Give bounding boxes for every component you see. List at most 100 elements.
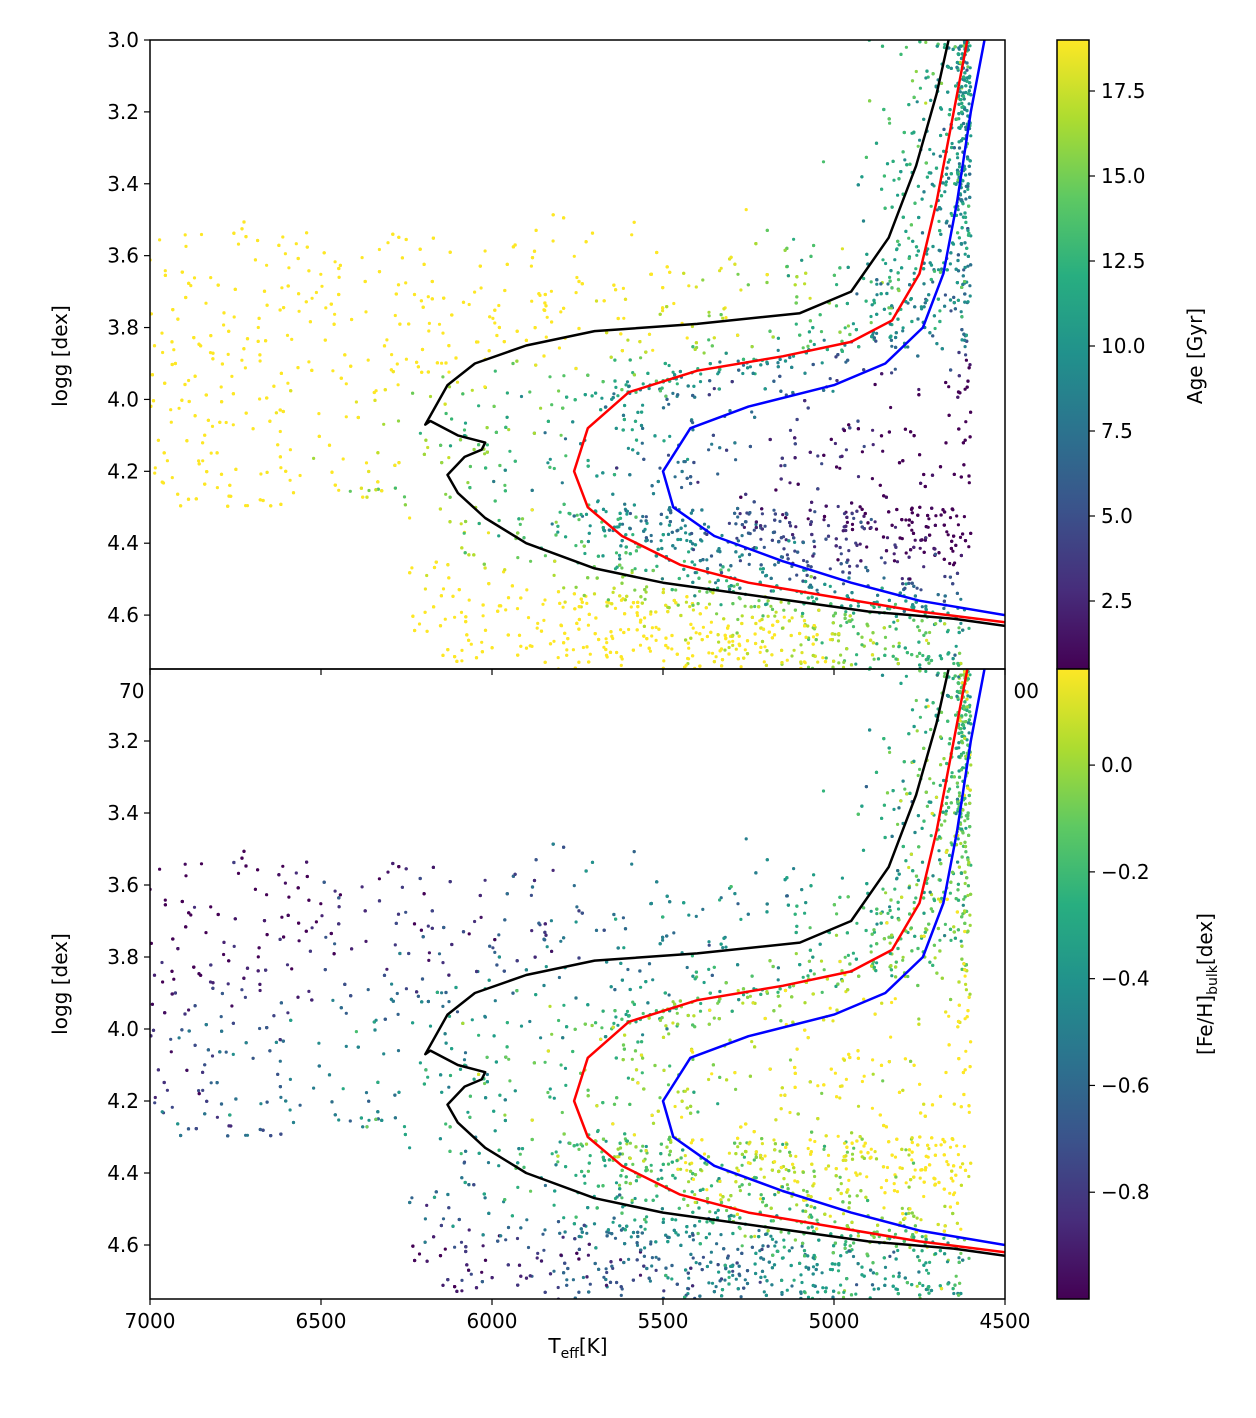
star-point (860, 507, 864, 511)
star-point (432, 605, 436, 609)
star-point (957, 630, 961, 635)
star-point (464, 519, 468, 524)
star-point (6, 431, 9, 434)
star-point (719, 313, 723, 317)
star-point (28, 437, 31, 440)
star-point (702, 522, 707, 526)
star-point (765, 273, 769, 277)
star-point (655, 250, 659, 255)
star-point (739, 495, 743, 499)
star-point (800, 614, 804, 618)
star-point (550, 522, 554, 526)
star-point (737, 642, 741, 646)
star-point (179, 504, 183, 508)
star-point (938, 654, 942, 658)
star-point (503, 288, 507, 293)
star-point (776, 336, 781, 340)
star-point (837, 632, 841, 636)
star-point (967, 626, 971, 631)
star-point (242, 220, 246, 224)
star-point (685, 538, 689, 543)
star-point (776, 361, 780, 365)
star-point (966, 92, 971, 96)
star-point (705, 532, 709, 537)
star-point (956, 253, 961, 257)
star-point (402, 495, 407, 499)
star-point (42, 462, 45, 465)
star-point (498, 463, 502, 468)
star-point (691, 608, 696, 612)
star-point (343, 353, 347, 357)
star-point (692, 460, 696, 465)
star-point (966, 254, 971, 258)
star-point (222, 311, 226, 315)
star-point (806, 665, 811, 669)
star-point (47, 480, 50, 483)
star-point (904, 551, 908, 555)
star-point (114, 486, 117, 489)
star-point (779, 464, 783, 468)
star-point (483, 249, 487, 253)
star-point (963, 71, 967, 75)
star-point (19, 361, 22, 364)
star-point (682, 559, 687, 563)
star-point (722, 307, 726, 311)
star-point (34, 345, 37, 348)
star-point (59, 491, 62, 494)
star-point (556, 530, 560, 534)
star-point (828, 567, 832, 571)
star-point (917, 215, 921, 220)
star-point (376, 480, 380, 484)
star-point (176, 492, 180, 496)
star-point (927, 517, 931, 521)
star-point (690, 324, 695, 329)
star-point (685, 336, 689, 340)
star-point (296, 366, 300, 370)
star-point (613, 358, 617, 362)
star-point (397, 235, 401, 239)
star-point (922, 550, 926, 554)
star-point (664, 643, 668, 648)
star-point (628, 358, 632, 362)
star-point (927, 171, 931, 175)
star-point (488, 315, 492, 319)
star-point (307, 360, 311, 364)
star-point (708, 379, 712, 383)
star-point (949, 66, 953, 70)
star-point (966, 114, 970, 118)
star-point (441, 331, 445, 335)
star-point (891, 644, 896, 648)
star-point (593, 632, 597, 636)
star-point (948, 575, 953, 579)
star-point (810, 595, 814, 599)
star-point (894, 657, 898, 661)
star-point (956, 269, 961, 273)
star-point (943, 42, 947, 47)
star-point (577, 660, 581, 664)
star-point (968, 435, 972, 439)
star-point (337, 275, 341, 279)
star-point (891, 159, 895, 163)
star-point (892, 552, 896, 556)
star-point (609, 355, 613, 359)
star-point (905, 651, 910, 655)
star-point (966, 264, 970, 268)
star-point (396, 419, 401, 423)
star-point (698, 559, 703, 563)
star-point (964, 173, 968, 177)
star-point (51, 430, 54, 433)
star-point (807, 330, 812, 334)
star-point (963, 211, 967, 215)
star-point (930, 182, 934, 186)
star-point (952, 295, 956, 299)
star-point (890, 344, 894, 348)
star-point (216, 283, 220, 287)
star-point (417, 686, 420, 689)
star-point (169, 420, 173, 424)
star-point (945, 132, 949, 136)
star-point (314, 290, 318, 295)
star-point (963, 167, 967, 171)
star-point (558, 510, 562, 514)
star-point (654, 625, 658, 630)
star-point (698, 589, 702, 593)
